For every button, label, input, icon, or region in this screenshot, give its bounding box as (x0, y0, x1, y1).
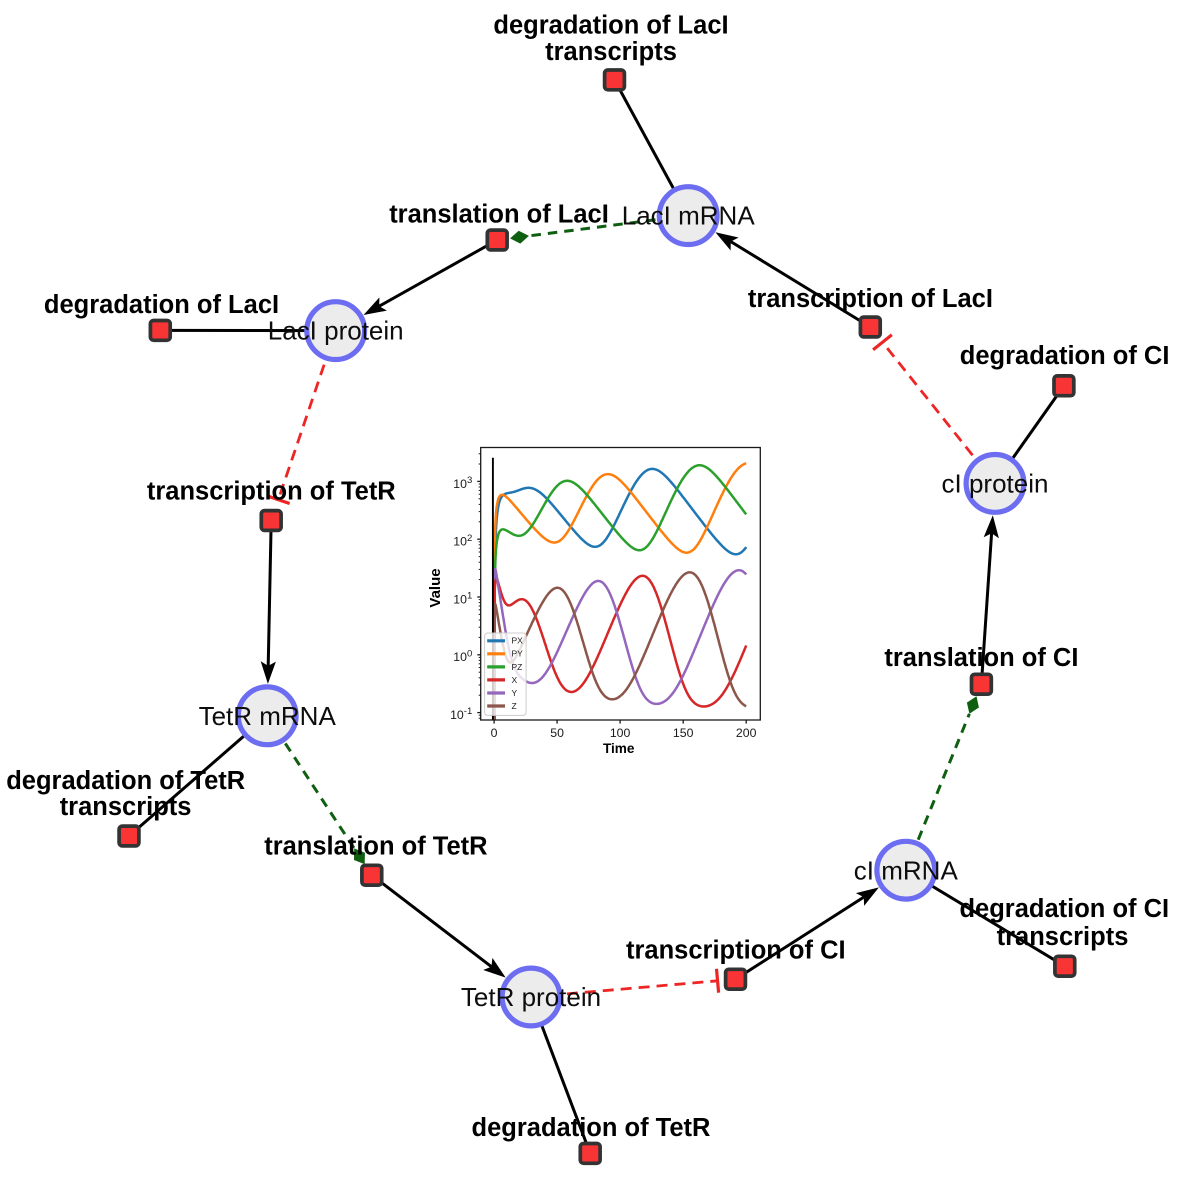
svg-text:transcription of LacI: transcription of LacI (748, 285, 993, 313)
svg-text:50: 50 (550, 726, 564, 740)
svg-text:Value: Value (427, 568, 444, 607)
svg-text:transcripts: transcripts (545, 38, 677, 66)
svg-text:cI protein: cI protein (942, 469, 1049, 499)
svg-text:degradation of TetR: degradation of TetR (472, 1114, 711, 1142)
svg-text:LacI protein: LacI protein (268, 316, 404, 346)
svg-text:Y: Y (512, 688, 518, 698)
svg-text:X: X (512, 675, 518, 685)
svg-text:transcription of CI: transcription of CI (626, 937, 846, 965)
svg-text:degradation of LacI: degradation of LacI (493, 12, 728, 40)
svg-text:Time: Time (603, 741, 635, 756)
svg-text:degradation of CI: degradation of CI (959, 895, 1169, 923)
svg-text:TetR mRNA: TetR mRNA (199, 701, 337, 731)
svg-text:translation of CI: translation of CI (884, 644, 1078, 672)
svg-text:translation of LacI: translation of LacI (389, 200, 609, 228)
svg-text:PY: PY (512, 649, 524, 659)
svg-text:cI mRNA: cI mRNA (854, 855, 959, 885)
svg-text:degradation of CI: degradation of CI (960, 342, 1170, 370)
svg-text:degradation of TetR: degradation of TetR (6, 767, 245, 795)
svg-text:PX: PX (512, 636, 524, 646)
svg-text:0: 0 (491, 726, 498, 740)
svg-text:transcription of TetR: transcription of TetR (147, 478, 396, 506)
svg-text:Z: Z (512, 701, 517, 711)
svg-text:100: 100 (610, 726, 631, 740)
svg-text:200: 200 (736, 726, 757, 740)
svg-text:transcripts: transcripts (60, 793, 192, 821)
svg-text:PZ: PZ (512, 662, 523, 672)
svg-text:TetR protein: TetR protein (461, 982, 601, 1012)
svg-text:translation of TetR: translation of TetR (264, 833, 487, 861)
svg-text:LacI mRNA: LacI mRNA (622, 201, 756, 231)
svg-text:degradation of LacI: degradation of LacI (44, 291, 279, 319)
svg-text:150: 150 (673, 726, 694, 740)
svg-text:transcripts: transcripts (997, 923, 1129, 951)
